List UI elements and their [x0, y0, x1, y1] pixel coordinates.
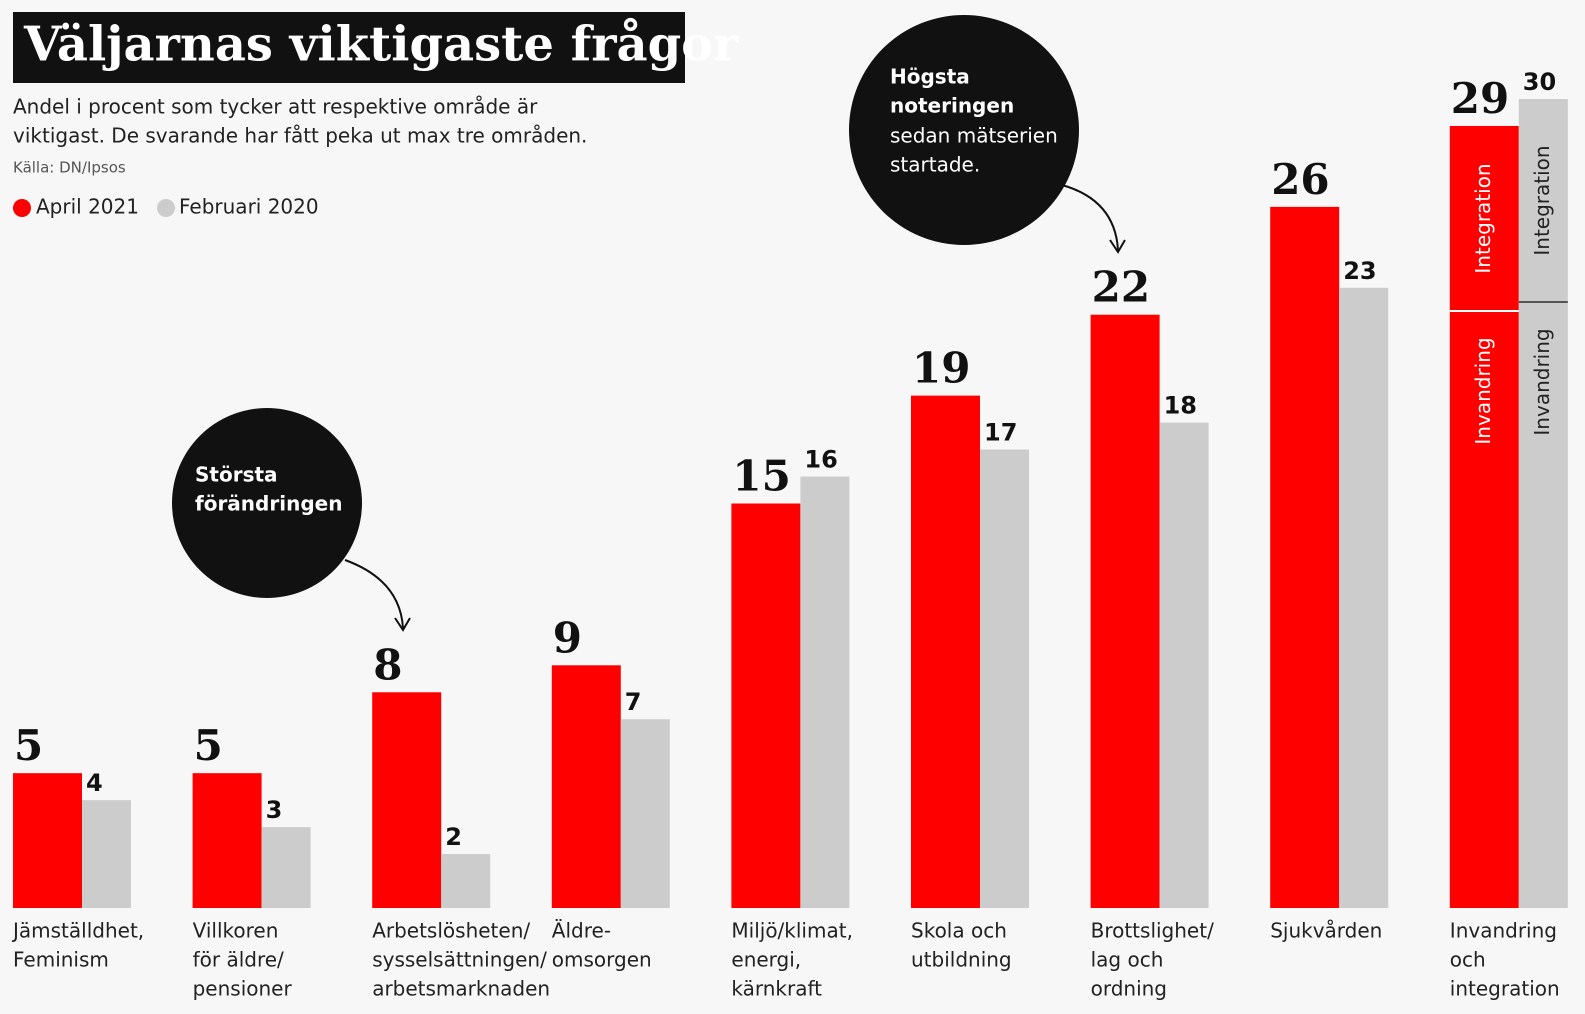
x-tick-label: Skola och [911, 919, 1007, 943]
x-tick-label: kärnkraft [731, 977, 822, 1001]
bar [1518, 99, 1568, 908]
value-label: 30 [1523, 68, 1556, 96]
value-label: 9 [553, 613, 582, 662]
bar [1159, 422, 1209, 908]
value-label: 16 [804, 446, 837, 474]
annotation: startade. [890, 153, 980, 177]
bar [1339, 287, 1389, 908]
legend-label: Februari 2020 [179, 195, 319, 219]
x-tick-label: omsorgen [552, 948, 652, 972]
x-tick-label: sysselsättningen/ [372, 948, 547, 972]
x-tick-label: Villkoren [193, 919, 279, 943]
value-label: 3 [266, 796, 283, 824]
legend-swatch [157, 199, 175, 217]
x-tick-label: Jämställdhet, [11, 919, 144, 943]
bar [911, 395, 980, 909]
annotation: noteringen [890, 94, 1014, 118]
bar-inner-label: Integration [1471, 163, 1495, 273]
bar [13, 773, 82, 908]
annotation-arrow [1061, 184, 1119, 251]
bar [192, 773, 262, 908]
annotation-arrow [344, 559, 404, 629]
annotation-circle [849, 15, 1079, 245]
value-label: 8 [373, 640, 402, 689]
value-label: 19 [912, 344, 970, 393]
x-tick-label: för äldre/ [193, 948, 284, 972]
bar [731, 503, 801, 908]
bar [1090, 314, 1160, 908]
bar [800, 476, 850, 908]
value-label: 4 [86, 769, 103, 797]
x-tick-label: Äldre- [552, 919, 611, 943]
annotation-arrow [394, 617, 411, 632]
bar [372, 692, 442, 908]
x-tick-label: Arbetslösheten/ [372, 919, 530, 943]
x-tick-label: Feminism [13, 948, 109, 972]
bar [82, 800, 131, 908]
value-label: 29 [1451, 74, 1509, 123]
annotation-arrow [1109, 239, 1126, 254]
x-tick-label: ordning [1091, 977, 1167, 1001]
legend-label: April 2021 [36, 195, 139, 219]
annotation: förändringen [195, 492, 342, 516]
x-tick-label: utbildning [911, 948, 1012, 972]
value-label: 2 [445, 823, 462, 851]
chart-title: Väljarnas viktigaste frågor [23, 17, 739, 73]
bar [1270, 206, 1340, 908]
annotation-circle [172, 408, 362, 598]
x-tick-label: och [1450, 948, 1486, 972]
value-label: 17 [984, 419, 1017, 447]
x-tick-label: integration [1450, 977, 1560, 1001]
annotation: Högsta [890, 65, 970, 89]
annotation: sedan mätserien [890, 124, 1058, 148]
bar [261, 827, 311, 908]
subtitle: viktigast. De svarande har fått peka ut … [13, 124, 587, 148]
legend-swatch [13, 199, 31, 217]
bar [551, 665, 621, 908]
value-label: 18 [1164, 392, 1197, 420]
annotation: Största [195, 463, 278, 487]
x-tick-label: Brottslighet/ [1091, 919, 1214, 943]
value-label: 22 [1092, 263, 1150, 312]
source: Källa: DN/Ipsos [13, 159, 126, 177]
value-label: 5 [194, 721, 223, 770]
value-label: 26 [1271, 155, 1329, 204]
bar [441, 854, 491, 908]
value-label: 5 [14, 721, 43, 770]
bar [1449, 125, 1519, 908]
value-label: 15 [732, 452, 790, 501]
bar [980, 449, 1029, 908]
bar-inner-label: Invandring [1530, 328, 1554, 435]
bar [620, 719, 670, 908]
x-tick-label: Miljö/klimat, [731, 919, 853, 943]
x-tick-label: lag och [1091, 948, 1164, 972]
x-tick-label: Sjukvården [1270, 919, 1382, 943]
x-tick-label: arbetsmarknaden [372, 977, 550, 1001]
x-tick-label: energi, [731, 948, 801, 972]
bar-inner-label: Integration [1530, 145, 1554, 255]
value-label: 7 [625, 688, 642, 716]
x-tick-label: Invandring [1450, 919, 1557, 943]
subtitle: Andel i procent som tycker att respektiv… [13, 95, 538, 119]
bar-inner-label: Invandring [1471, 337, 1495, 444]
x-tick-label: pensioner [193, 977, 293, 1001]
value-label: 23 [1343, 257, 1376, 285]
title-box [13, 12, 685, 83]
